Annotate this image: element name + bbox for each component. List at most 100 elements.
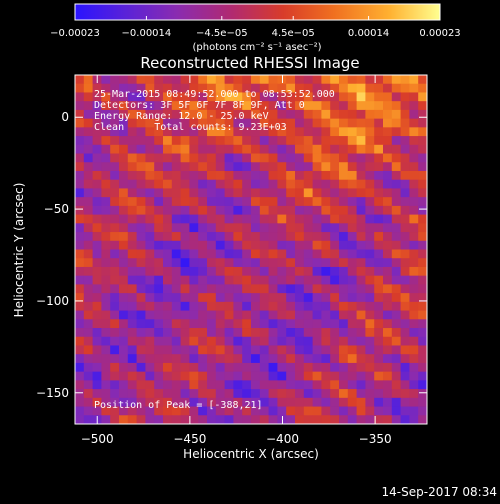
heatmap-cell [312, 232, 322, 242]
heatmap-cell [321, 118, 331, 128]
heatmap-cell [189, 336, 199, 346]
heatmap-cell [295, 197, 305, 207]
heatmap-cell [347, 144, 357, 154]
heatmap-cell [154, 197, 164, 207]
heatmap-cell [163, 284, 173, 294]
heatmap-cell [242, 179, 252, 189]
heatmap-cell [251, 153, 261, 163]
heatmap-cell [215, 319, 225, 329]
heatmap-cell [374, 354, 384, 364]
heatmap-cell [224, 127, 234, 137]
heatmap-cell [233, 101, 243, 111]
heatmap-cell [400, 153, 410, 163]
heatmap-cell [374, 136, 384, 146]
heatmap-cell [207, 197, 217, 207]
heatmap-cell [268, 83, 278, 93]
heatmap-cell [92, 188, 102, 198]
heatmap-cell [233, 92, 243, 102]
heatmap-cell [101, 380, 111, 390]
heatmap-cell [391, 397, 401, 407]
heatmap-cell [189, 310, 199, 320]
heatmap-cell [321, 362, 331, 373]
heatmap-cell [400, 258, 410, 268]
heatmap-cell [180, 214, 190, 224]
heatmap-cell [75, 118, 85, 128]
heatmap-cell [110, 406, 120, 416]
heatmap-cell [251, 406, 261, 416]
heatmap-cell [215, 101, 225, 111]
heatmap-cell [268, 389, 278, 399]
heatmap-cell [330, 153, 340, 163]
heatmap-cell [110, 397, 120, 407]
heatmap-cell [374, 153, 384, 163]
heatmap-cell [145, 170, 155, 181]
heatmap-cell [242, 240, 252, 250]
heatmap-cell [233, 118, 243, 128]
heatmap-cell [339, 362, 349, 373]
heatmap-cell [321, 328, 331, 338]
heatmap-cell [224, 162, 234, 172]
heatmap-cell [391, 240, 401, 250]
heatmap-cell [374, 397, 384, 407]
heatmap-cell [92, 354, 102, 364]
heatmap-cell [277, 301, 287, 311]
heatmap-cell [207, 92, 217, 102]
heatmap-cell [92, 136, 102, 146]
heatmap-cell [383, 284, 393, 294]
heatmap-cell [303, 75, 313, 85]
heatmap-cell [268, 197, 278, 207]
heatmap-cell [259, 153, 269, 163]
heatmap-cell [119, 380, 129, 390]
heatmap-cell [286, 328, 296, 338]
heatmap-cell [189, 397, 199, 407]
heatmap-cell [383, 336, 393, 346]
heatmap-cell [356, 101, 366, 111]
heatmap-cell [180, 319, 190, 329]
heatmap-cell [295, 397, 305, 407]
heatmap-cell [233, 197, 243, 207]
heatmap-cell [312, 109, 322, 120]
heatmap-cell [154, 249, 164, 259]
heatmap-cell [365, 109, 375, 120]
heatmap-cell [277, 162, 287, 172]
heatmap-cell [198, 249, 208, 259]
heatmap-cell [251, 205, 261, 216]
y-tick-label: −50 [44, 202, 69, 216]
heatmap-cell [268, 214, 278, 224]
heatmap-cell [119, 162, 129, 172]
heatmap-cell [233, 301, 243, 311]
heatmap-cell [101, 328, 111, 338]
heatmap-cell [339, 188, 349, 198]
heatmap-cell [119, 127, 129, 137]
heatmap-cell [198, 75, 208, 85]
heatmap-cell [75, 179, 85, 189]
heatmap-cell [374, 170, 384, 181]
heatmap-cell [321, 284, 331, 294]
heatmap-cell [215, 266, 225, 277]
heatmap-cell [136, 371, 146, 381]
heatmap-cell [374, 75, 384, 85]
heatmap-cell [259, 319, 269, 329]
heatmap-cell [277, 266, 287, 277]
heatmap-cell [268, 284, 278, 294]
heatmap-cell [268, 328, 278, 338]
heatmap-cell [391, 406, 401, 416]
heatmap-cell [356, 336, 366, 346]
heatmap-cell [268, 345, 278, 355]
heatmap-cell [242, 197, 252, 207]
heatmap-cell [259, 362, 269, 373]
heatmap-cell [347, 397, 357, 407]
heatmap-cell [171, 389, 181, 399]
heatmap-cell [75, 345, 85, 355]
heatmap-cell [242, 389, 252, 399]
heatmap-cell [374, 371, 384, 381]
heatmap-cell [145, 249, 155, 259]
heatmap-cell [224, 415, 234, 425]
heatmap-cell [347, 415, 357, 425]
heatmap-cell [312, 214, 322, 224]
heatmap-cell [224, 249, 234, 259]
heatmap-cell [198, 266, 208, 277]
heatmap-cell [83, 266, 93, 277]
heatmap-cell [83, 249, 93, 259]
heatmap-cell [198, 118, 208, 128]
